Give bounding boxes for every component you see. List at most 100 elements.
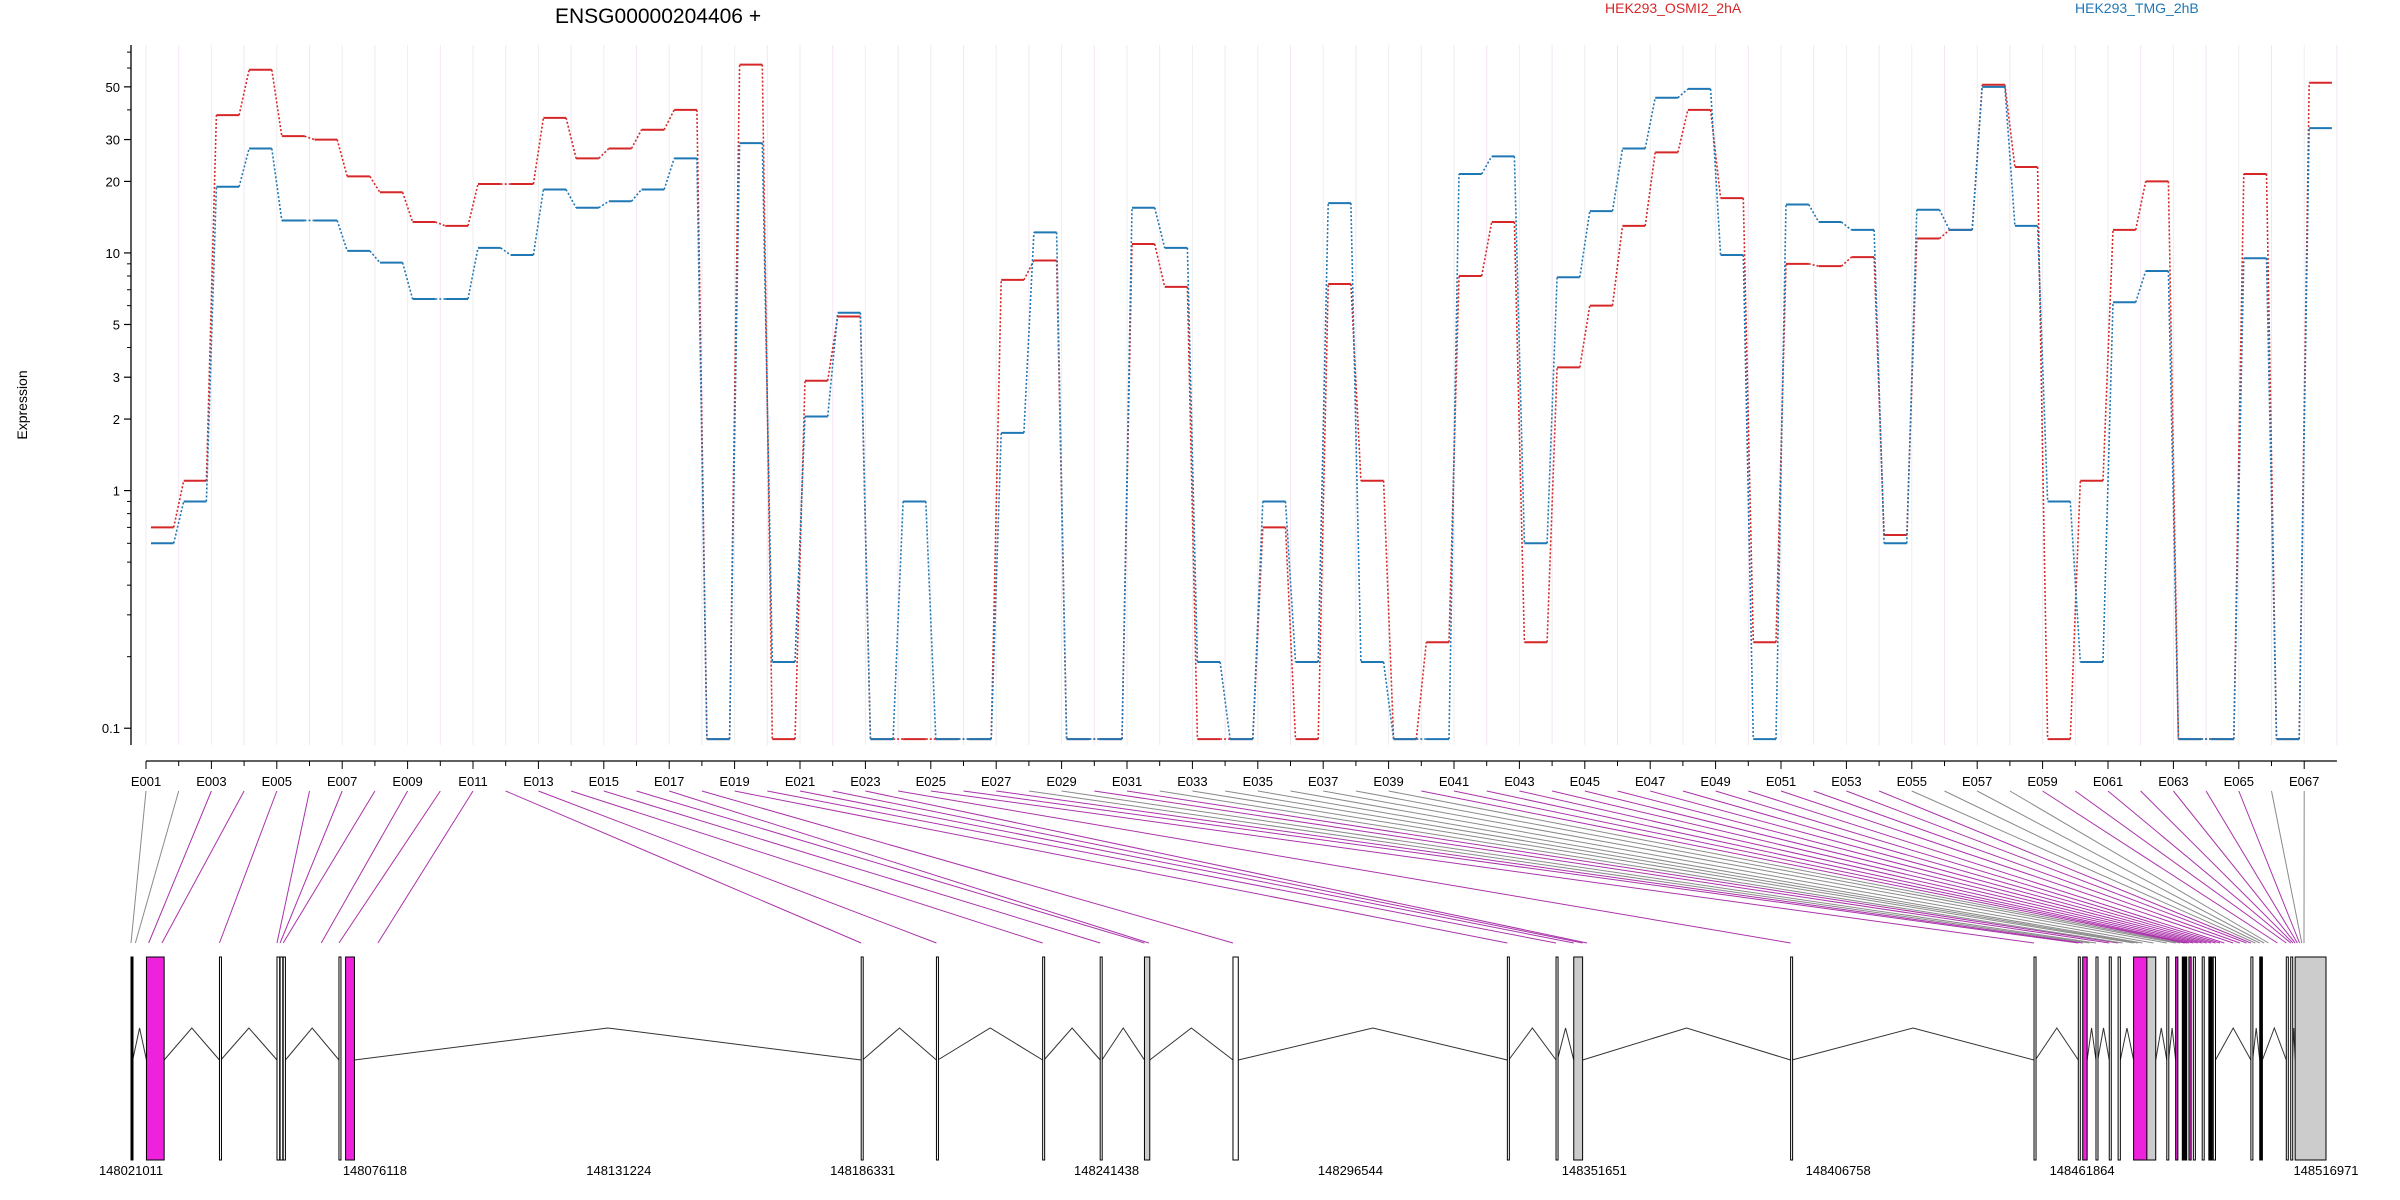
series-connector bbox=[696, 158, 708, 740]
intron-link bbox=[1238, 1027, 1508, 1061]
series-connector bbox=[1382, 480, 1395, 740]
exon-block bbox=[2117, 956, 2121, 1161]
exon-connector bbox=[1650, 790, 2212, 944]
y-tick-label: 3 bbox=[113, 370, 120, 385]
series-connector bbox=[1873, 229, 1885, 544]
exon-connector bbox=[1584, 790, 2203, 944]
exon-connector bbox=[279, 790, 343, 944]
genomic-tick-label: 148296544 bbox=[1318, 1163, 1383, 1178]
x-tick-label: E009 bbox=[392, 774, 422, 789]
genomic-tick-label: 148351651 bbox=[1562, 1163, 1627, 1178]
intron-link bbox=[132, 1027, 147, 1061]
exon-block bbox=[2095, 956, 2099, 1161]
exon-connector bbox=[1192, 790, 2134, 944]
series-connector bbox=[2004, 86, 2016, 226]
exon-connector bbox=[1748, 790, 2225, 944]
x-tick-label: E033 bbox=[1177, 774, 1207, 789]
series-connector bbox=[826, 316, 839, 381]
series-connector bbox=[1546, 277, 1558, 544]
series-connector bbox=[2134, 270, 2147, 303]
exon-block bbox=[2250, 956, 2254, 1161]
series-connector bbox=[336, 220, 348, 252]
exon-connector bbox=[1878, 790, 2252, 944]
intron-link bbox=[937, 1027, 1043, 1061]
y-tick-label: 20 bbox=[106, 174, 120, 189]
series-connector bbox=[1153, 207, 1166, 249]
exon-connector bbox=[2107, 790, 2292, 944]
series-connector bbox=[1448, 275, 1460, 643]
exon-connector bbox=[570, 790, 1043, 944]
genomic-tick-label: 148131224 bbox=[586, 1163, 651, 1178]
series-connector bbox=[2036, 225, 2049, 502]
y-tick-label: 5 bbox=[113, 317, 120, 332]
x-tick-label: E063 bbox=[2158, 774, 2188, 789]
series-connector bbox=[238, 148, 250, 187]
gene-model bbox=[130, 956, 2327, 1161]
exon-connector bbox=[832, 790, 1583, 944]
series-connector bbox=[271, 69, 283, 137]
series-2 bbox=[151, 85, 2332, 741]
exon-connector bbox=[898, 790, 1791, 944]
series-connector bbox=[598, 200, 610, 209]
series-connector bbox=[1121, 207, 1133, 740]
series-connector bbox=[990, 432, 1002, 740]
exon-connector bbox=[996, 790, 2083, 944]
exon-connector bbox=[538, 790, 937, 944]
intron-link bbox=[1101, 1027, 1145, 1061]
exon-block bbox=[1573, 956, 1584, 1161]
series-connector bbox=[565, 189, 577, 209]
exon-connector bbox=[2075, 790, 2287, 944]
legend-entry-1: HEK293_OSMI2_2hA bbox=[1605, 0, 1742, 16]
exon-block bbox=[282, 956, 286, 1161]
legend: HEK293_OSMI2_2hA HEK293_TMG_2hB bbox=[1605, 0, 2199, 16]
exon-connector bbox=[734, 790, 1508, 944]
exon-block bbox=[1506, 956, 1510, 1161]
exon-connector bbox=[1944, 790, 2260, 944]
x-tick-label: E043 bbox=[1504, 774, 1534, 789]
x-tick-label: E031 bbox=[1112, 774, 1142, 789]
intron-link bbox=[2252, 1027, 2261, 1061]
series-connector bbox=[1579, 210, 1591, 278]
exon-block bbox=[2033, 956, 2037, 1161]
y-axis: 0.1 1 2 3 5 10 20 30 50 bbox=[102, 45, 132, 745]
series-connector bbox=[565, 117, 577, 159]
exon-connector bbox=[505, 790, 862, 944]
exon-connector bbox=[276, 790, 310, 944]
exon-block bbox=[2181, 956, 2188, 1161]
series-connector bbox=[2036, 166, 2049, 740]
series-connector bbox=[435, 221, 446, 227]
exon-connector bbox=[1617, 790, 2207, 944]
exon-connector bbox=[161, 790, 245, 944]
exon-block bbox=[2077, 956, 2081, 1161]
exon-connector bbox=[1159, 790, 2123, 944]
series-connector bbox=[1186, 286, 1199, 740]
series-connector bbox=[630, 129, 643, 149]
x-tick-label: E039 bbox=[1373, 774, 1403, 789]
exon-connector bbox=[636, 790, 1145, 944]
exon-connector bbox=[1682, 790, 2216, 944]
exon-connector bbox=[1486, 790, 2190, 944]
exon-connector bbox=[2173, 790, 2296, 944]
series-connector bbox=[728, 143, 741, 740]
x-tick-label: E037 bbox=[1308, 774, 1338, 789]
intron-link bbox=[2261, 1026, 2287, 1061]
x-tick-label: E045 bbox=[1570, 774, 1600, 789]
series-connector bbox=[369, 250, 381, 264]
series-connector bbox=[663, 158, 675, 190]
series-connector bbox=[532, 117, 545, 185]
x-tick-label: E029 bbox=[1046, 774, 1076, 789]
intron-link bbox=[1508, 1027, 1557, 1061]
exon-connector bbox=[669, 790, 1150, 944]
exon-block bbox=[1790, 956, 1794, 1161]
exon-connector bbox=[1715, 790, 2221, 944]
x-tick-label: E027 bbox=[981, 774, 1011, 789]
series-connector bbox=[1382, 661, 1395, 740]
series-connector bbox=[2167, 181, 2180, 740]
exon-connector bbox=[1257, 790, 2143, 944]
chart-title: ENSG00000204406 + bbox=[555, 5, 761, 28]
series-connector bbox=[2298, 128, 2310, 740]
series-connector bbox=[172, 501, 185, 544]
exon-block bbox=[1042, 956, 1046, 1161]
y-tick-label: 10 bbox=[106, 246, 120, 261]
x-tick-label: E051 bbox=[1766, 774, 1796, 789]
